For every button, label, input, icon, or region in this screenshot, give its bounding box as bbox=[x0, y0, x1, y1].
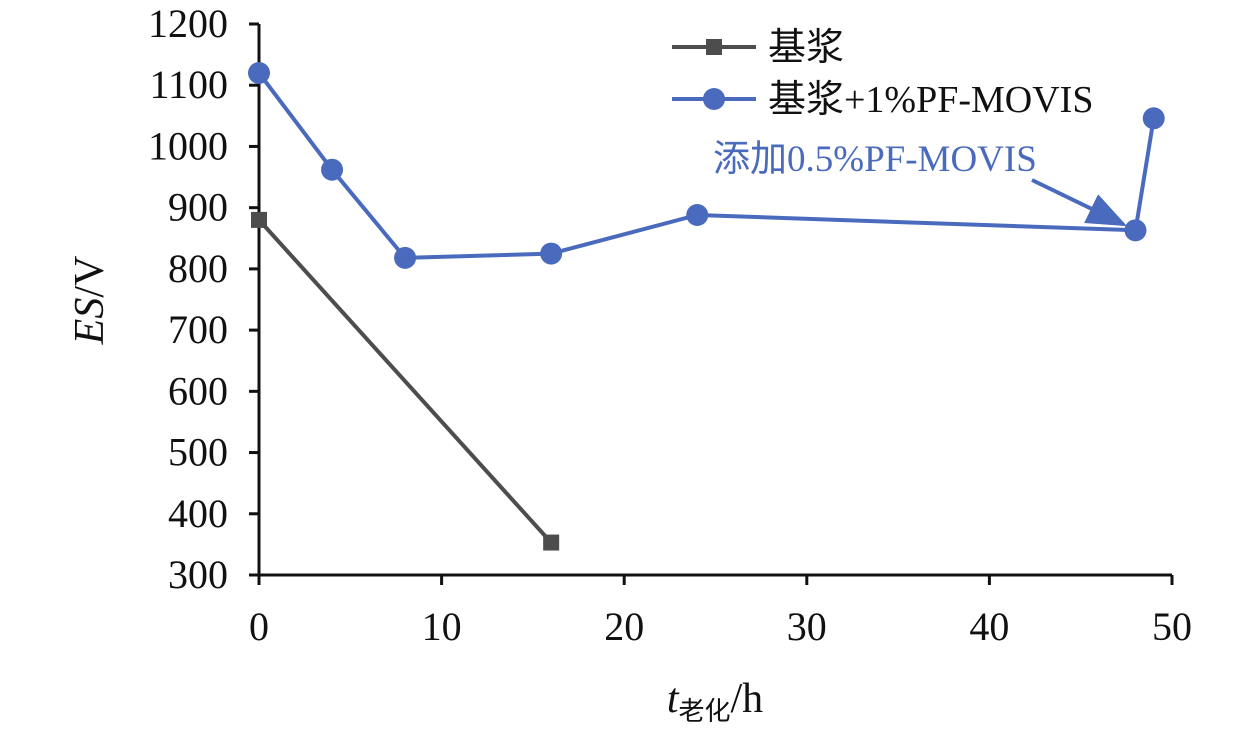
y-tick-label: 700 bbox=[168, 307, 228, 352]
series-1-point-1 bbox=[251, 211, 267, 228]
y-tick-label: 900 bbox=[168, 185, 228, 230]
series-2-point-7 bbox=[1142, 107, 1165, 130]
y-tick-label: 1100 bbox=[149, 62, 228, 107]
y-tick-label: 1200 bbox=[148, 1, 228, 46]
x-axis-label: t老化/h bbox=[667, 676, 763, 726]
series-2-point-2 bbox=[321, 158, 344, 181]
legend-label-1: 基浆 bbox=[768, 27, 844, 69]
series-2-point-6 bbox=[1124, 219, 1147, 242]
y-axis-label: ES/V bbox=[67, 256, 113, 346]
y-tick-label: 400 bbox=[168, 491, 228, 536]
x-tick-label: 10 bbox=[422, 604, 462, 649]
annotation-arrow bbox=[1031, 178, 1128, 227]
y-axis-label-unit: /V bbox=[67, 256, 113, 298]
x-tick-label: 0 bbox=[249, 604, 269, 649]
legend-marker-2 bbox=[703, 88, 725, 110]
series-2-point-4 bbox=[540, 242, 563, 265]
series-2-point-5 bbox=[686, 204, 709, 227]
x-axis-label-unit: /h bbox=[731, 676, 764, 722]
series-line-1 bbox=[257, 218, 553, 544]
y-tick-label: 300 bbox=[168, 552, 228, 597]
y-tick-label: 800 bbox=[168, 246, 228, 291]
x-tick-label: 20 bbox=[604, 604, 644, 649]
legend-marker-1 bbox=[706, 39, 722, 55]
y-axis-label-main: ES bbox=[67, 298, 113, 346]
x-axis-label-sub: 老化 bbox=[678, 697, 730, 726]
series-2-point-1 bbox=[248, 61, 270, 84]
annotation-text: 添加0.5%PF-MOVIS bbox=[713, 139, 1037, 180]
series-2-point-3 bbox=[394, 246, 417, 269]
y-tick-label: 600 bbox=[168, 368, 228, 413]
x-tick-label: 40 bbox=[969, 604, 1009, 649]
x-axis-label-main: t bbox=[667, 676, 680, 722]
series-1-point-2 bbox=[543, 534, 560, 551]
y-tick-label: 1000 bbox=[148, 123, 228, 168]
x-tick-label: 50 bbox=[1152, 604, 1192, 649]
y-tick-label: 500 bbox=[168, 430, 228, 475]
legend-label-2: 基浆+1%PF-MOVIS bbox=[768, 79, 1093, 121]
x-tick-label: 30 bbox=[787, 604, 827, 649]
